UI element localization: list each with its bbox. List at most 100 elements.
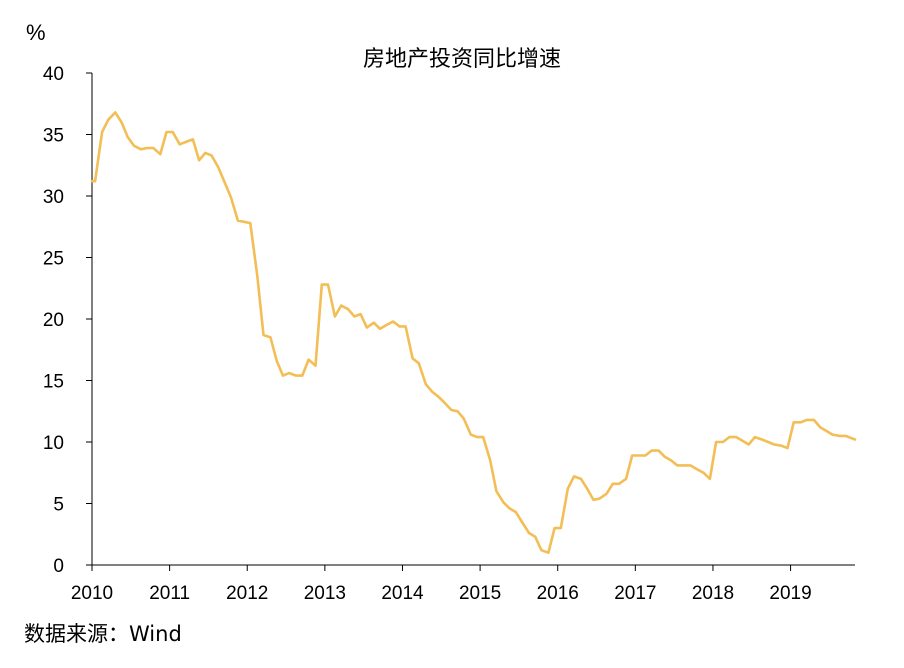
data-point <box>709 478 711 480</box>
data-point <box>347 308 349 311</box>
x-tick-label: 2016 <box>537 583 579 604</box>
data-point <box>799 421 802 424</box>
data-point <box>489 459 492 462</box>
data-point <box>295 374 297 377</box>
data-point <box>670 459 672 462</box>
x-tick-label: 2014 <box>381 583 424 604</box>
data-point <box>146 147 148 149</box>
data-point <box>437 395 440 398</box>
data-point <box>443 401 446 404</box>
data-point <box>637 454 640 457</box>
data-point <box>385 324 388 326</box>
y-tick-label: 35 <box>43 126 64 147</box>
data-point <box>482 436 485 438</box>
data-point <box>425 383 427 386</box>
data-point <box>515 511 517 513</box>
data-point <box>773 443 776 446</box>
chart-title: 房地产投资同比增速 <box>363 47 561 72</box>
data-point <box>741 440 744 442</box>
data-point <box>366 326 368 329</box>
data-point <box>256 275 259 277</box>
data-point <box>476 436 478 438</box>
data-point <box>140 148 142 151</box>
data-point <box>689 464 692 467</box>
data-point <box>521 521 523 523</box>
data-point <box>223 181 226 184</box>
x-tick-label: 2017 <box>614 583 656 604</box>
data-point <box>314 364 317 367</box>
data-point <box>107 118 110 121</box>
data-point <box>618 483 620 485</box>
data-point <box>243 221 245 223</box>
data-point <box>152 147 155 149</box>
x-tick-label: 2015 <box>459 583 501 604</box>
data-point <box>307 358 310 361</box>
data-point <box>547 551 550 554</box>
data-point <box>851 437 853 440</box>
data-point <box>715 441 717 443</box>
data-point <box>508 507 511 510</box>
data-point <box>838 435 841 437</box>
y-tick-label: 5 <box>53 495 64 516</box>
data-point <box>204 152 207 154</box>
data-point <box>379 328 381 330</box>
data-point <box>230 196 232 198</box>
data-point <box>735 436 737 438</box>
data-point <box>657 449 660 452</box>
data-point <box>854 438 856 441</box>
data-point <box>502 501 505 504</box>
data-point <box>573 475 575 478</box>
data-point <box>114 111 117 114</box>
y-tick-label: 15 <box>43 372 64 393</box>
data-point <box>470 433 472 436</box>
data-point <box>747 443 750 446</box>
data-point <box>192 138 194 141</box>
data-point <box>237 219 239 222</box>
data-point <box>767 441 769 443</box>
data-point <box>560 527 562 529</box>
data-point <box>165 131 168 133</box>
data-point <box>91 180 93 182</box>
data-point <box>431 390 433 393</box>
data-point <box>592 499 595 501</box>
data-point <box>198 159 200 162</box>
data-point <box>340 304 343 307</box>
data-point <box>249 222 252 224</box>
x-axis: 2010 2011 2012 2013 2014 2015 2016 2017 2018 2019 <box>71 564 855 604</box>
data-point <box>359 313 362 315</box>
data-point <box>404 325 407 328</box>
data-point <box>262 334 265 336</box>
data-point <box>722 441 724 443</box>
data-point <box>282 374 284 377</box>
x-tick-label: 2012 <box>226 583 268 604</box>
data-point <box>631 454 633 457</box>
data-point <box>806 419 808 421</box>
data-point <box>301 374 304 377</box>
data-point <box>463 417 465 420</box>
y-tick-label: 0 <box>53 556 64 577</box>
y-tick-label: 10 <box>43 433 64 454</box>
data-point <box>94 180 96 182</box>
y-tick-label: 20 <box>43 310 64 331</box>
data-point <box>210 154 213 157</box>
data-point <box>819 426 821 429</box>
data-point <box>398 325 401 328</box>
data-point <box>133 144 135 147</box>
data-point <box>761 438 763 441</box>
x-tick-label: 2010 <box>71 583 113 604</box>
data-point <box>456 410 459 413</box>
data-point <box>664 456 666 458</box>
data-point <box>392 320 395 323</box>
data-point <box>702 472 705 474</box>
data-point <box>780 444 783 447</box>
data-point <box>120 121 123 123</box>
data-point <box>683 464 685 467</box>
data-source-note: 数据来源：Wind <box>24 622 182 646</box>
x-tick-label: 2013 <box>304 583 346 604</box>
data-point <box>171 131 174 133</box>
data-point <box>534 535 536 538</box>
data-point <box>288 372 291 374</box>
data-point <box>792 421 795 424</box>
data-point <box>321 283 323 286</box>
